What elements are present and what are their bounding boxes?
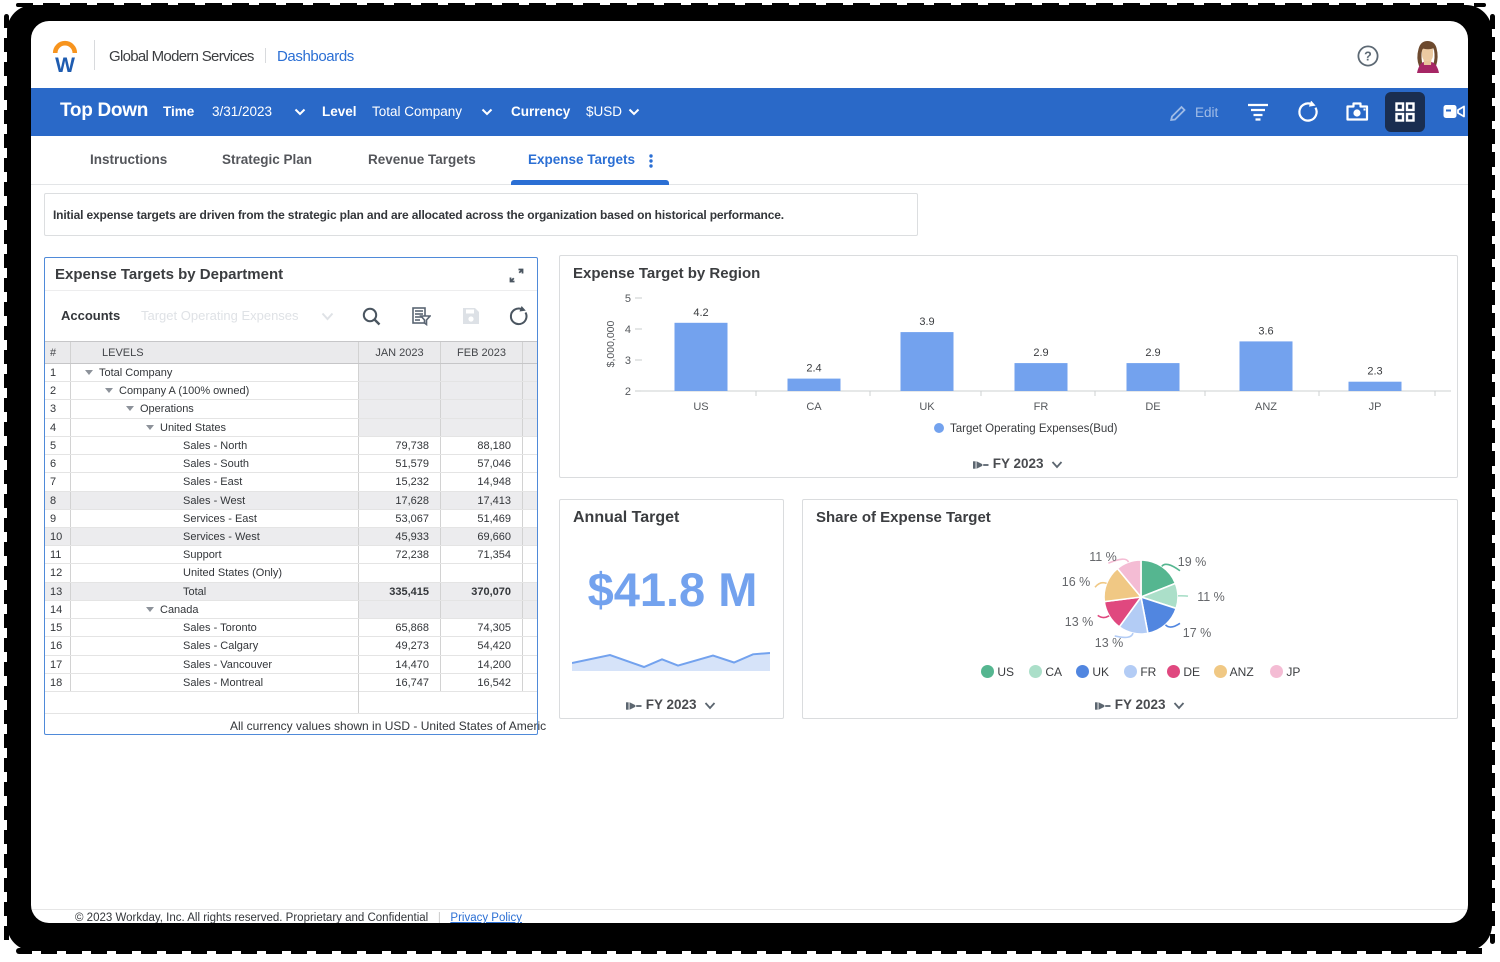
svg-text:CA: CA bbox=[806, 401, 822, 413]
svg-text:W: W bbox=[55, 54, 75, 74]
svg-text:2.9: 2.9 bbox=[1145, 347, 1160, 359]
svg-text:2: 2 bbox=[625, 386, 631, 398]
svg-text:3.9: 3.9 bbox=[919, 316, 934, 328]
svg-text:JP: JP bbox=[1369, 401, 1382, 413]
svg-text:Edit: Edit bbox=[1195, 105, 1219, 120]
svg-text:4: 4 bbox=[625, 324, 631, 336]
svg-text:2.3: 2.3 bbox=[1367, 366, 1382, 378]
svg-text:5: 5 bbox=[625, 293, 631, 305]
svg-text:?: ? bbox=[1364, 50, 1372, 64]
svg-text:ANZ: ANZ bbox=[1255, 401, 1277, 413]
svg-text:2.4: 2.4 bbox=[806, 363, 821, 375]
svg-text:DE: DE bbox=[1145, 401, 1160, 413]
svg-text:UK: UK bbox=[919, 401, 935, 413]
svg-text:Target Operating Expenses(Bud): Target Operating Expenses(Bud) bbox=[950, 423, 1118, 435]
svg-text:4.2: 4.2 bbox=[693, 307, 708, 319]
svg-text:$,000,000: $,000,000 bbox=[605, 320, 617, 367]
svg-text:2.9: 2.9 bbox=[1033, 347, 1048, 359]
svg-text:3: 3 bbox=[625, 355, 631, 367]
svg-text:US: US bbox=[693, 401, 708, 413]
svg-text:3.6: 3.6 bbox=[1258, 325, 1273, 337]
svg-text:FR: FR bbox=[1034, 401, 1049, 413]
